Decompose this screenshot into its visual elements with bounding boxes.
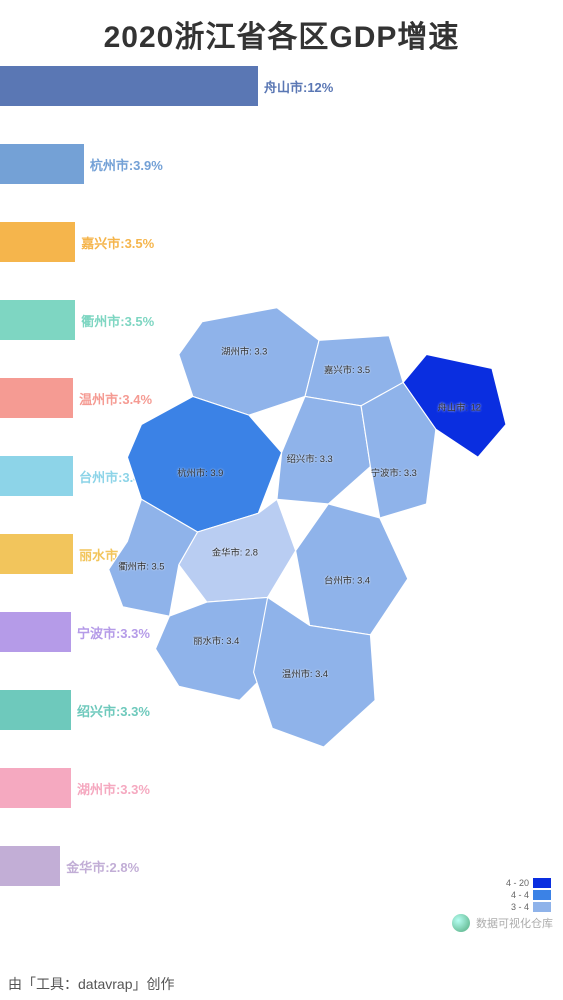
map-region-label: 台州市: 3.4 (324, 574, 370, 585)
map-region[interactable] (277, 396, 370, 504)
bar-row: 嘉兴市:3.5% (0, 222, 154, 262)
bar (0, 222, 75, 262)
legend-label: 4 - 20 (506, 878, 529, 888)
watermark: 数据可视化仓库 (452, 914, 553, 932)
bar (0, 378, 73, 418)
bar (0, 534, 73, 574)
legend-label: 3 - 4 (511, 902, 529, 912)
bar (0, 456, 73, 496)
legend-swatch (533, 902, 551, 912)
bar-label: 嘉兴市:3.5% (81, 233, 154, 252)
legend-label: 4 - 4 (511, 890, 529, 900)
bar (0, 768, 71, 808)
map-region[interactable] (296, 504, 408, 635)
bar (0, 144, 84, 184)
page-title: 2020浙江省各区GDP增速 (0, 0, 563, 62)
map-region-label: 衢州市: 3.5 (118, 560, 164, 571)
map-legend: 4 - 20 4 - 4 3 - 4 (506, 876, 551, 912)
bar-row: 金华市:2.8% (0, 846, 139, 886)
bar (0, 612, 71, 652)
map-layer: 湖州市: 3.3 嘉兴市: 3.5 杭州市: 3.9 绍兴市: 3.3 宁波市: 3.3… (90, 272, 520, 792)
bar-label: 舟山市:12% (264, 77, 333, 96)
map-region-label: 嘉兴市: 3.5 (324, 364, 370, 375)
map-region-label: 丽水市: 3.4 (193, 635, 239, 646)
bar (0, 300, 75, 340)
content-area: 舟山市:12%杭州市:3.9%嘉兴市:3.5%衢州市:3.5%温州市:3.4%台… (0, 62, 563, 962)
legend-item: 4 - 4 (506, 890, 551, 900)
map-region-label: 温州市: 3.4 (282, 668, 328, 679)
bar-label: 金华市:2.8% (66, 857, 139, 876)
watermark-text: 数据可视化仓库 (476, 915, 553, 931)
watermark-icon (452, 914, 470, 932)
map-region-label: 舟山市: 12 (437, 401, 481, 412)
map-region-label: 湖州市: 3.3 (221, 345, 267, 356)
bar (0, 66, 258, 106)
map-region-label: 金华市: 2.8 (212, 546, 258, 557)
map-region-label: 宁波市: 3.3 (371, 467, 417, 478)
zhejiang-map: 湖州市: 3.3 嘉兴市: 3.5 杭州市: 3.9 绍兴市: 3.3 宁波市: 3.3… (90, 272, 520, 792)
bar (0, 690, 71, 730)
bar-row: 杭州市:3.9% (0, 144, 163, 184)
bar-row: 舟山市:12% (0, 66, 333, 106)
footer-credit: 由「工具：datavrap」创作 (8, 974, 174, 994)
legend-swatch (533, 890, 551, 900)
map-region-label: 杭州市: 3.9 (177, 467, 223, 478)
map-region-label: 绍兴市: 3.3 (287, 453, 333, 464)
legend-item: 4 - 20 (506, 878, 551, 888)
bar (0, 846, 60, 886)
bar-label: 杭州市:3.9% (90, 155, 163, 174)
legend-item: 3 - 4 (506, 902, 551, 912)
legend-swatch (533, 878, 551, 888)
